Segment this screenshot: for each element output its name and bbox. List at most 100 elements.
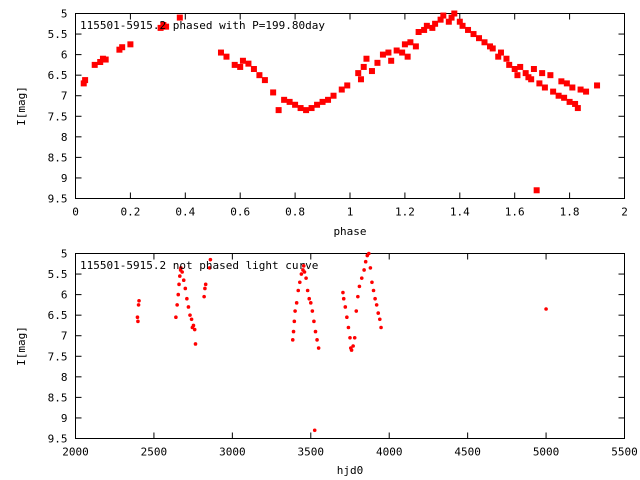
phased-plot-ylabel: I[mag]	[15, 86, 28, 126]
raw-data-point	[352, 335, 357, 340]
phased-data-point	[270, 89, 277, 96]
phased-x-tick-label: 1	[347, 206, 354, 219]
phased-data-point	[374, 59, 381, 66]
phased-data-point	[423, 22, 430, 29]
raw-data-point	[374, 303, 379, 307]
raw-data-point	[379, 325, 383, 330]
raw-data-point	[192, 327, 197, 332]
raw-data-point	[178, 274, 182, 278]
raw-data-point	[180, 270, 184, 274]
phased-data-point	[297, 105, 304, 112]
raw-y-tick-label: 7	[61, 330, 68, 343]
phased-data-point	[566, 98, 573, 105]
phased-data-point	[550, 88, 557, 95]
phased-data-point	[308, 105, 315, 112]
raw-data-point	[302, 270, 307, 274]
raw-data-point	[301, 264, 306, 268]
raw-data-point	[185, 296, 189, 301]
raw-data-point	[203, 286, 207, 291]
phased-data-point	[555, 92, 562, 99]
phased-y-tick-label: 7	[61, 90, 68, 103]
raw-y-tick-label: 9.5	[48, 433, 68, 446]
phased-y-tick-label: 8.5	[48, 151, 68, 164]
phased-data-point	[577, 86, 584, 93]
phased-data-point	[357, 76, 364, 83]
raw-x-tick-label: 5000	[533, 446, 560, 459]
raw-data-point	[370, 280, 374, 285]
phased-data-point	[539, 70, 546, 77]
phased-x-tick-label: 0.6	[230, 206, 250, 219]
raw-data-point	[312, 319, 316, 324]
phased-data-point	[429, 24, 436, 31]
phased-data-point	[465, 26, 472, 33]
raw-data-point	[310, 309, 315, 313]
phased-data-point	[404, 53, 411, 60]
raw-plot-ticks: 2000 2500 3000 3500 4000 4500 5000 5500 5 5.5 6 6.5…	[48, 248, 638, 459]
phased-data-point	[368, 68, 375, 75]
phased-y-tick-label: 6.5	[48, 69, 68, 82]
phased-x-tick-label: 1.8	[560, 206, 580, 219]
phased-data-point	[536, 80, 543, 87]
raw-data-point	[351, 344, 355, 348]
raw-x-tick-label: 2500	[141, 446, 168, 459]
raw-data-point	[135, 315, 140, 320]
raw-data-point	[357, 284, 362, 289]
phased-data-point	[401, 41, 408, 48]
phased-data-point	[344, 82, 351, 89]
raw-data-point	[188, 313, 192, 317]
raw-y-tick-label: 8.5	[48, 391, 68, 404]
phased-data-point	[97, 59, 104, 66]
phased-data-point	[245, 60, 252, 67]
raw-data-point	[307, 296, 312, 301]
raw-y-tick-label: 7.5	[48, 350, 68, 363]
phased-data-point	[530, 66, 537, 72]
raw-data-point	[346, 325, 351, 330]
raw-data-point	[290, 338, 295, 342]
phased-data-point	[407, 39, 414, 46]
phased-data-point	[82, 77, 89, 84]
phased-data-point	[388, 57, 395, 64]
raw-data-point	[315, 338, 319, 342]
phased-data-point	[261, 77, 268, 84]
phased-data-point	[319, 98, 326, 105]
phased-data-point	[437, 16, 444, 23]
phased-data-point	[541, 84, 548, 91]
phased-data-point	[563, 80, 570, 87]
phased-x-tick-label: 1.6	[505, 206, 525, 219]
phased-x-tick-label: 0.8	[285, 206, 305, 219]
raw-y-tick-label: 5.5	[48, 268, 68, 281]
phased-data-point	[176, 14, 183, 21]
phased-data-point	[456, 18, 463, 25]
raw-data-point	[305, 288, 310, 293]
phased-data-point	[445, 18, 452, 25]
phased-data-point	[102, 56, 109, 63]
raw-data-point	[308, 301, 313, 305]
phased-data-point	[495, 53, 502, 60]
phased-data-point	[399, 49, 406, 56]
phased-data-point	[415, 29, 422, 35]
phased-data-point	[363, 55, 370, 62]
raw-data-point	[177, 282, 181, 287]
phased-data-point	[330, 92, 337, 99]
raw-data-point	[203, 282, 208, 287]
phased-y-tick-label: 5	[61, 8, 68, 21]
phased-data-point	[561, 94, 568, 101]
phased-x-tick-label: 0	[72, 206, 79, 219]
phased-data-point	[583, 88, 590, 95]
raw-x-tick-label: 2000	[62, 446, 89, 459]
raw-data-point	[136, 319, 140, 324]
phased-data-point	[421, 26, 428, 33]
raw-data-point	[174, 315, 178, 320]
phased-data-point	[303, 107, 310, 114]
raw-plot-ylabel: I[mag]	[15, 326, 28, 366]
phased-data-point	[528, 76, 535, 83]
phased-data-point	[506, 61, 513, 68]
raw-data-point	[341, 296, 346, 301]
raw-x-tick-label: 3000	[219, 446, 246, 459]
phased-data-point	[514, 72, 521, 79]
phased-data-point	[459, 22, 466, 29]
raw-data-point	[183, 286, 188, 291]
raw-data-point	[313, 329, 318, 334]
raw-data-point	[191, 323, 196, 328]
raw-y-tick-label: 5	[61, 248, 68, 261]
